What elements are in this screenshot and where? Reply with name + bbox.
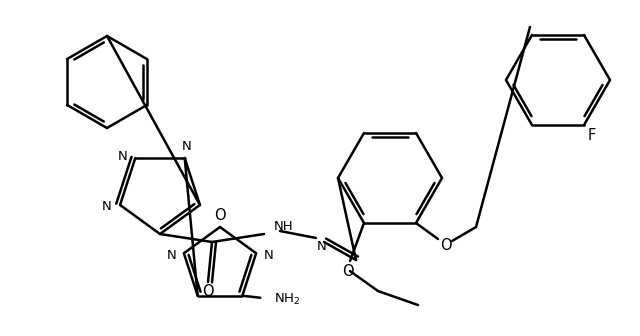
Text: N: N (317, 240, 327, 252)
Text: O: O (214, 208, 226, 222)
Text: N: N (167, 249, 177, 262)
Text: N: N (182, 139, 191, 153)
Text: O: O (202, 285, 214, 299)
Text: F: F (588, 128, 596, 142)
Text: N: N (117, 150, 127, 163)
Text: N: N (263, 249, 273, 262)
Text: O: O (342, 263, 354, 279)
Text: N: N (102, 201, 112, 213)
Text: NH: NH (274, 219, 294, 233)
Text: O: O (440, 238, 452, 253)
Text: NH$_2$: NH$_2$ (275, 292, 301, 307)
